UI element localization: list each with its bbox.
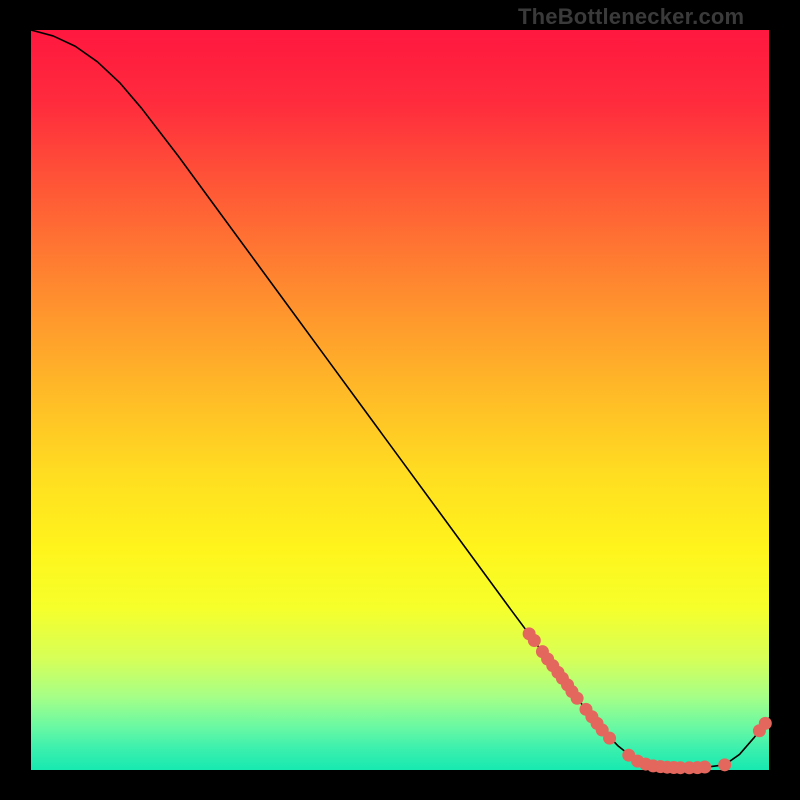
data-marker <box>698 761 711 774</box>
chart-canvas: TheBottlenecker.com <box>0 0 800 800</box>
data-marker <box>571 692 584 705</box>
data-marker <box>603 732 616 745</box>
data-marker <box>718 758 731 771</box>
plot-area <box>31 30 769 770</box>
data-markers <box>31 30 769 770</box>
data-marker <box>759 717 772 730</box>
watermark-text: TheBottlenecker.com <box>518 4 744 30</box>
data-marker <box>528 634 541 647</box>
